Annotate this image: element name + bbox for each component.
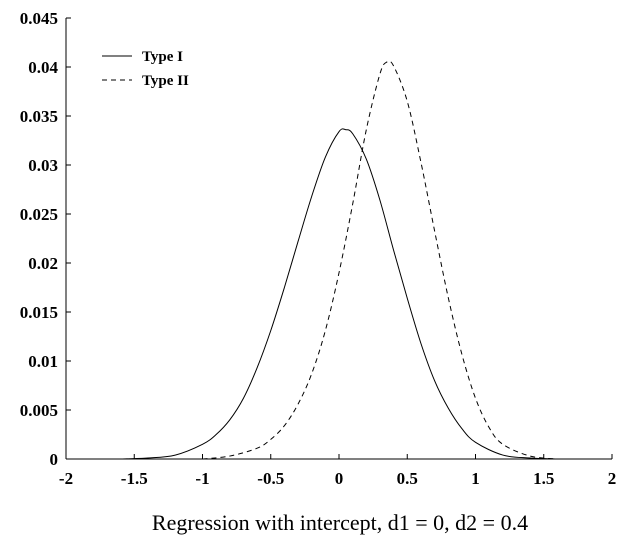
y-tick-label: 0.015 xyxy=(20,303,58,322)
y-tick-label: 0 xyxy=(50,450,59,469)
y-tick-label: 0.005 xyxy=(20,401,58,420)
y-tick-label: 0.04 xyxy=(28,58,58,77)
x-tick-label: 1.5 xyxy=(533,469,554,488)
legend-label-type-ii: Type II xyxy=(142,73,189,89)
series-line-type-ii xyxy=(202,60,558,460)
x-tick-label: 2 xyxy=(608,469,617,488)
axes: 0 0.005 0.01 0.015 0.02 0.025 0.03 0.035 0.04 0.0… xyxy=(20,9,617,488)
x-tick-label: 0 xyxy=(335,469,344,488)
x-tick-label: 0.5 xyxy=(397,469,418,488)
y-tick-label: 0.045 xyxy=(20,9,58,28)
x-tick-label: -1 xyxy=(195,469,209,488)
x-tick-label: 1 xyxy=(471,469,480,488)
x-tick-label: -0.5 xyxy=(257,469,284,488)
series-line-type-i xyxy=(120,128,558,460)
x-tick-label: -2 xyxy=(59,469,73,488)
legend-label-type-i: Type I xyxy=(142,49,183,65)
y-tick-label: 0.025 xyxy=(20,205,58,224)
x-tick-label: -1.5 xyxy=(121,469,148,488)
y-tick-label: 0.035 xyxy=(20,107,58,126)
series-layer xyxy=(120,60,558,460)
legend: Type I Type II xyxy=(102,49,189,89)
y-tick-label: 0.01 xyxy=(28,352,58,371)
x-axis-title: Regression with intercept, d1 = 0, d2 = … xyxy=(152,510,528,535)
y-tick-label: 0.02 xyxy=(28,254,58,273)
y-tick-label: 0.03 xyxy=(28,156,58,175)
